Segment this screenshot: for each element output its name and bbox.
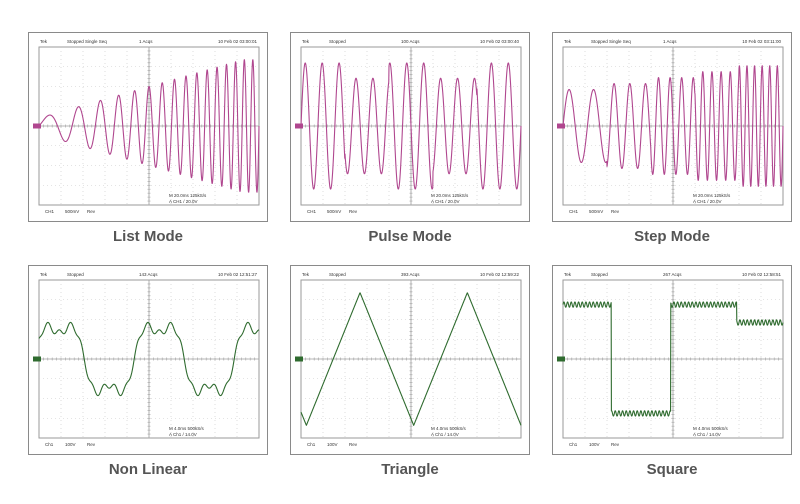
scope-footer-label: A CH1 / 20.0V <box>693 199 722 204</box>
grid <box>38 279 260 439</box>
scope-footer-label: CH1 <box>569 209 578 214</box>
panel-caption: Pulse Mode <box>368 228 452 245</box>
scope-footer-label: A CH1 / 20.0V <box>431 199 460 204</box>
scope-footer-label: Rev <box>611 442 620 447</box>
scope-footer-label: A CH1 / 20.0V <box>169 199 198 204</box>
waveform-trace <box>38 59 260 193</box>
scope-plot: Tek Stopped 100 Acqs 10 Feb 02 03:00:40 CH1 5… <box>295 39 522 214</box>
scope-panel-list-mode: Tek Stopped Single Seq 1 Acqs 10 Feb 02 03:… <box>28 32 268 262</box>
scope-screen: Tek Stopped Single Seq 1 Acqs 10 Feb 02 03:… <box>28 32 268 222</box>
grid <box>300 279 522 439</box>
scope-header-label: 1 Acqs <box>663 39 677 44</box>
scope-header-label: 10 Feb 02 03:11:00 <box>742 39 781 44</box>
channel-ground-marker <box>557 123 565 129</box>
scope-footer-label: 100V <box>327 442 338 447</box>
panel-caption: Square <box>646 461 698 478</box>
scope-panel-non-linear: Tek Stopped 143 Acqs 10 Feb 02 12:51:27 Ch1 1… <box>28 265 268 495</box>
scope-panel-triangle: Tek Stopped 393 Acqs 10 Feb 02 12:59:22 Ch1 1… <box>290 265 530 495</box>
scope-panel-step-mode: Tek Stopped Single Seq 1 Acqs 10 Feb 02 03:… <box>552 32 792 262</box>
waveform-trace <box>300 62 522 190</box>
channel-ground-marker <box>33 123 41 129</box>
scope-plot: Tek Stopped 143 Acqs 10 Feb 02 12:51:27 Ch1 1… <box>33 272 260 447</box>
scope-footer-label: Rev <box>611 209 620 214</box>
scope-header-label: 393 Acqs <box>401 272 420 277</box>
scope-plot: Tek Stopped 267 Acqs 10 Feb 02 12:58:51 Ch1 1… <box>557 272 784 447</box>
scope-screen: Tek Stopped 143 Acqs 10 Feb 02 12:51:27 Ch1 1… <box>28 265 268 455</box>
scope-footer-label: Ch1 <box>45 442 54 447</box>
scope-header-label: Tek <box>40 272 48 277</box>
scope-header-label: 143 Acqs <box>139 272 158 277</box>
grid <box>562 279 784 439</box>
panel-caption: Triangle <box>381 461 439 478</box>
scope-screen: Tek Stopped Single Seq 1 Acqs 10 Feb 02 03:… <box>552 32 792 222</box>
scope-header-label: 10 Feb 02 12:58:51 <box>742 272 782 277</box>
scope-footer-label: A Ch1 / 14.0V <box>169 432 197 437</box>
scope-plot: Tek Stopped Single Seq 1 Acqs 10 Feb 02 03:… <box>557 39 784 214</box>
panel-caption: List Mode <box>113 228 183 245</box>
scope-header-label: Stopped <box>67 272 84 277</box>
scope-plot: Tek Stopped Single Seq 1 Acqs 10 Feb 02 03:… <box>33 39 260 214</box>
scope-footer-label: 100V <box>589 442 600 447</box>
scope-header-label: 10 Feb 02 03:00:40 <box>480 39 520 44</box>
scope-screen: Tek Stopped 267 Acqs 10 Feb 02 12:58:51 Ch1 1… <box>552 265 792 455</box>
waveform-trace <box>562 301 784 417</box>
channel-ground-marker <box>295 356 303 362</box>
scope-header-label: Stopped <box>329 272 346 277</box>
scope-header-label: 1 Acqs <box>139 39 153 44</box>
scope-plot: Tek Stopped 393 Acqs 10 Feb 02 12:59:22 Ch1 1… <box>295 272 522 447</box>
scope-footer-label: Rev <box>349 442 358 447</box>
scope-screen: Tek Stopped 100 Acqs 10 Feb 02 03:00:40 CH1 5… <box>290 32 530 222</box>
scope-footer-label: CH1 <box>307 209 316 214</box>
scope-panel-pulse-mode: Tek Stopped 100 Acqs 10 Feb 02 03:00:40 CH1 5… <box>290 32 530 262</box>
scope-footer-label: 500mV <box>327 209 341 214</box>
scope-header-label: Tek <box>40 39 48 44</box>
panel-caption: Non Linear <box>108 461 188 478</box>
scope-footer-label: Ch1 <box>569 442 578 447</box>
waveform-trace <box>562 65 784 187</box>
channel-ground-marker <box>557 356 565 362</box>
scope-footer-label: M 20.0ms 125kS/s <box>693 193 731 198</box>
scope-header-label: Stopped <box>329 39 346 44</box>
scope-header-label: Tek <box>302 272 310 277</box>
scope-footer-label: M 20.0ms 125kS/s <box>169 193 207 198</box>
scope-footer-label: M 20.0ms 125kS/s <box>431 193 469 198</box>
scope-footer-label: 100V <box>65 442 76 447</box>
scope-footer-label: 500mV <box>589 209 603 214</box>
scope-header-label: 100 Acqs <box>401 39 420 44</box>
channel-ground-marker <box>295 123 303 129</box>
scope-footer-label: M 4.0ms 500kS/s <box>431 426 467 431</box>
scope-footer-label: 500mV <box>65 209 79 214</box>
scope-header-label: Tek <box>564 272 572 277</box>
scope-header-label: Stopped Single Seq <box>67 39 107 44</box>
scope-panel-square: Tek Stopped 267 Acqs 10 Feb 02 12:58:51 Ch1 1… <box>552 265 792 495</box>
scope-header-label: Stopped <box>591 272 608 277</box>
scope-footer-label: Rev <box>349 209 358 214</box>
scope-footer-label: A Ch1 / 14.0V <box>431 432 459 437</box>
scope-footer-label: M 4.0ms 500kS/s <box>169 426 205 431</box>
scope-footer-label: Rev <box>87 442 96 447</box>
scope-footer-label: A Ch1 / 14.0V <box>693 432 721 437</box>
waveform-trace <box>38 321 260 397</box>
scope-header-label: 267 Acqs <box>663 272 682 277</box>
scope-header-label: 10 Feb 02 03:00:01 <box>218 39 258 44</box>
grid <box>38 46 260 206</box>
scope-header-label: Tek <box>302 39 310 44</box>
scope-footer-label: CH1 <box>45 209 54 214</box>
scope-header-label: Tek <box>564 39 572 44</box>
scope-header-label: Stopped Single Seq <box>591 39 631 44</box>
channel-ground-marker <box>33 356 41 362</box>
scope-footer-label: Ch1 <box>307 442 316 447</box>
panel-caption: Step Mode <box>634 228 710 245</box>
scope-footer-label: M 4.0ms 500kS/s <box>693 426 729 431</box>
scope-footer-label: Rev <box>87 209 96 214</box>
scope-header-label: 10 Feb 02 12:59:22 <box>480 272 520 277</box>
scope-header-label: 10 Feb 02 12:51:27 <box>218 272 258 277</box>
scope-screen: Tek Stopped 393 Acqs 10 Feb 02 12:59:22 Ch1 1… <box>290 265 530 455</box>
waveform-trace <box>300 292 522 426</box>
